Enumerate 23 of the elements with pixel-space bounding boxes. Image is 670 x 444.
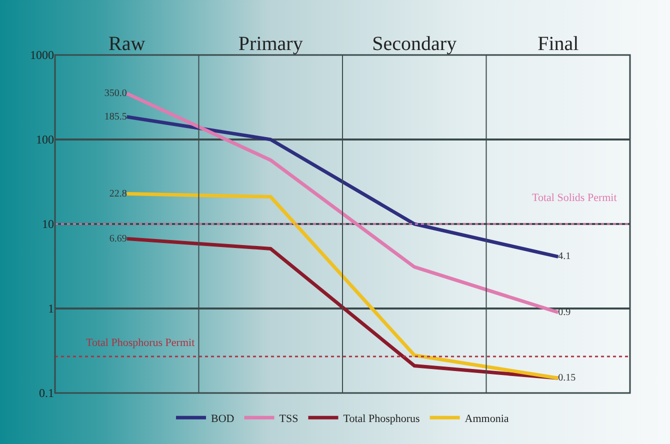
x-tick-label: Secondary [372, 33, 457, 55]
legend-label: TSS [279, 412, 298, 425]
line-series [125, 115, 560, 258]
y-tick-label: 0.1 [39, 386, 54, 400]
x-tick-label: Raw [108, 33, 146, 55]
y-tick-label: 1000 [30, 48, 54, 62]
data-label: 185.5 [104, 111, 127, 122]
data-label: 6.69 [109, 233, 127, 244]
y-tick-label: 1 [48, 302, 54, 316]
data-label: 0.9 [558, 306, 571, 318]
x-tick-label: Final [538, 33, 580, 55]
legend-label: BOD [211, 412, 234, 425]
data-label: 22.8 [109, 188, 127, 200]
x-tick-label: Primary [238, 33, 303, 55]
y-tick-label: 10 [42, 217, 54, 232]
legend-label: Ammonia [464, 412, 509, 425]
y-tick-label: 100 [36, 132, 54, 147]
legend-label: Total Phosphorus [343, 412, 420, 425]
ref-line-label: Total Solids Permit [532, 192, 617, 204]
data-label: 4.1 [558, 251, 571, 262]
data-label: 350.0 [104, 88, 127, 100]
data-label: 0.15 [558, 372, 576, 384]
ref-line-label: Total Phosphorus Permit [86, 337, 195, 349]
